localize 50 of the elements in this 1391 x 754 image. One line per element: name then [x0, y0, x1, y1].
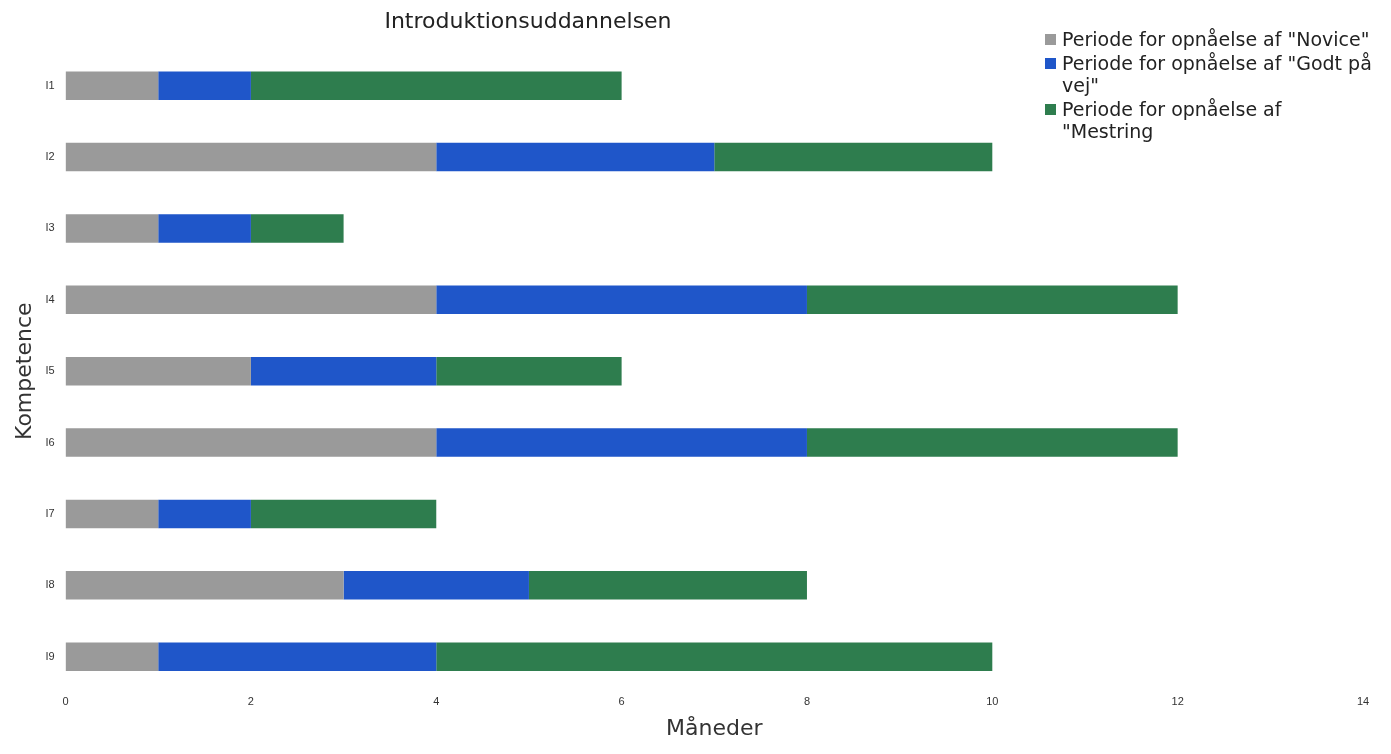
bar — [436, 428, 807, 457]
bar — [158, 642, 437, 671]
bar — [250, 356, 437, 386]
y-tick-label: I8 — [45, 578, 55, 591]
bar — [65, 71, 159, 100]
bar — [65, 642, 159, 671]
legend-label: Periode for opnåelse af "Novice" — [1062, 28, 1370, 50]
bar — [250, 499, 437, 529]
bar — [158, 499, 251, 529]
x-tick-label: 12 — [1171, 695, 1184, 708]
bar — [436, 356, 622, 386]
x-tick-label: 6 — [618, 695, 625, 708]
bar — [158, 214, 251, 243]
bar — [250, 214, 344, 243]
bar — [65, 571, 344, 600]
bar — [436, 285, 807, 315]
y-tick-label: I6 — [45, 435, 55, 448]
x-tick-label: 8 — [803, 695, 811, 708]
bar — [65, 142, 437, 172]
chart-title: Introduktionsuddannelsen — [383, 8, 673, 33]
bar — [65, 428, 437, 457]
legend-label: Periode for opnåelse af "Godt på vej" — [1062, 52, 1373, 96]
y-axis-title: Kompetence — [10, 302, 36, 440]
y-tick-label: I7 — [45, 506, 55, 519]
bar — [528, 571, 807, 600]
y-tick-label: I4 — [45, 292, 55, 305]
bar — [65, 285, 437, 315]
bar — [250, 71, 622, 100]
x-tick-label: 14 — [1356, 695, 1370, 708]
bar — [343, 571, 529, 600]
y-tick-label: I2 — [45, 150, 55, 163]
x-tick-label: 4 — [433, 695, 440, 708]
y-tick-label: I9 — [45, 649, 55, 662]
legend-label: Periode for opnåelse af "Mestring — [1062, 98, 1283, 142]
y-tick-label: I1 — [45, 78, 55, 91]
bar — [714, 142, 993, 172]
x-axis-title: Måneder — [666, 714, 764, 740]
x-tick-label: 0 — [62, 695, 69, 708]
x-tick-label: 2 — [247, 695, 254, 708]
x-tick-label: 10 — [986, 695, 999, 708]
bar — [806, 428, 1178, 457]
bar — [158, 71, 251, 100]
bar — [436, 642, 993, 671]
y-tick-label: I5 — [45, 364, 55, 377]
bar — [806, 285, 1178, 315]
bar — [65, 214, 159, 243]
bar — [436, 142, 715, 172]
y-tick-label: I3 — [45, 221, 55, 234]
bar — [65, 356, 251, 386]
bar — [65, 499, 159, 529]
